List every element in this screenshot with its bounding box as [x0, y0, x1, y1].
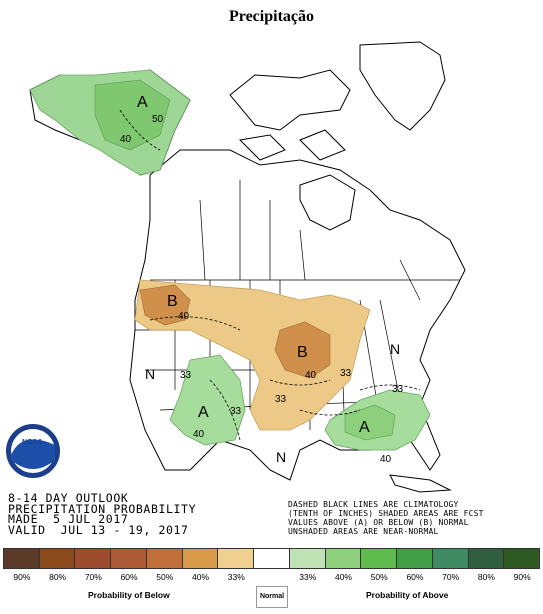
noaa-logo: NOAA: [6, 424, 60, 478]
legend-pct: 90%: [13, 572, 31, 582]
southeast-a-label: A: [359, 419, 370, 436]
midwest-b-label: B: [297, 344, 308, 361]
alaska-50-label: 50: [152, 114, 164, 125]
legend-pct: 33%: [227, 572, 245, 582]
legend-swatch: [38, 548, 76, 569]
outlook-line2: PRECIPITATION PROBABILITY: [8, 501, 197, 516]
legend-pct: 90%: [513, 572, 531, 582]
legend-swatch: [288, 548, 326, 569]
legend-pct: 33%: [299, 572, 317, 582]
legend-swatch: [3, 548, 40, 569]
normal-n3-label: N: [390, 341, 400, 357]
legend-pct: [254, 572, 290, 582]
arctic-islands-outline: [229, 69, 351, 131]
alaska-40-area: [94, 79, 171, 151]
southeast-40-label: 40: [380, 454, 392, 465]
map-title: Precipitação: [228, 8, 314, 25]
southeast-33-label: 33: [392, 384, 404, 395]
southwest-33b-label: 33: [230, 406, 242, 417]
outlook-line3: MADE 5 JUL 2017: [8, 512, 129, 526]
legend-swatch: [181, 548, 219, 569]
normal-n2-label: N: [276, 449, 286, 465]
hudson-bay-outline: [299, 174, 356, 231]
legend-swatch: [74, 548, 112, 569]
noaa-logo-text: NOAA: [22, 439, 43, 446]
southwest-a-label: A: [198, 404, 209, 421]
note-line3: VALUES ABOVE (A) OR BELOW (B) NORMAL: [288, 518, 469, 527]
texas-33-label: 33: [275, 394, 287, 405]
outlook-line4: VALID JUL 13 - 19, 2017: [8, 522, 189, 537]
outlook-line1: 8-14 DAY OUTLOOK: [8, 491, 129, 505]
alaska-a-label: A: [137, 94, 148, 111]
legend-swatch: [110, 548, 147, 569]
climatology-note: DASHED BLACK LINES ARE CLIMATOLOGY (TENT…: [288, 500, 538, 536]
legend-pct: 60%: [120, 572, 138, 582]
legend-swatch: [467, 548, 505, 569]
legend-swatch: [217, 548, 255, 569]
legend-pct: 60%: [406, 572, 424, 582]
legend-pct: 80%: [477, 572, 495, 582]
below-label: Probability of Below: [88, 590, 170, 600]
legend-pct: 50%: [370, 572, 388, 582]
legend-groups: Probability of Below Normal Probability …: [4, 586, 540, 608]
outlook-info: 8-14 DAY OUTLOOK PRECIPITATION PROBABILI…: [8, 493, 196, 535]
legend-pct: 40%: [334, 572, 352, 582]
southwest-above-area: [169, 354, 246, 446]
southwest-33a-label: 33: [180, 370, 192, 381]
legend-pct: 50%: [156, 572, 174, 582]
midwest-33-label: 33: [340, 368, 352, 379]
legend-swatch: [431, 548, 469, 569]
midwest-40-label: 40: [305, 370, 317, 381]
note-line4: UNSHADED AREAS ARE NEAR-NORMAL: [288, 527, 439, 536]
midwest-b-area: [274, 321, 331, 379]
normal-label: Normal: [256, 586, 288, 608]
note-line1: DASHED BLACK LINES ARE CLIMATOLOGY: [288, 500, 459, 509]
legend-swatch: [503, 548, 541, 569]
alaska-40-label: 40: [120, 134, 132, 145]
above-label: Probability of Above: [366, 590, 449, 600]
normal-n1-label: N: [145, 366, 155, 382]
southwest-40-label: 40: [193, 429, 205, 440]
note-line2: (TENTH OF INCHES) SHADED AREAS ARE FCST: [288, 509, 484, 518]
legend-pct: 70%: [442, 572, 460, 582]
northwest-b-label: B: [167, 293, 178, 310]
legend-swatch: [253, 548, 290, 569]
precipitation-map: A 40 50 B 40 B 40 33 A 40 33 33 A 40 33 …: [6, 41, 466, 493]
legend-swatch: [396, 548, 433, 569]
legend-pct: 70%: [84, 572, 102, 582]
legend-swatches: [3, 548, 541, 569]
legend-percentages: 90% 80% 70% 60% 50% 40% 33% 33% 40% 50% 60% 70% 80% 9…: [4, 572, 540, 582]
legend-pct: 40%: [192, 572, 210, 582]
probability-legend: 90% 80% 70% 60% 50% 40% 33% 33% 40% 50% 60% 70% 80% 9…: [3, 548, 541, 608]
northwest-40-label: 40: [178, 311, 190, 322]
northwest-b-area: [139, 284, 191, 326]
legend-swatch: [145, 548, 183, 569]
north-below-area: [134, 279, 371, 431]
legend-pct: 80%: [49, 572, 67, 582]
greenland-outline: [359, 41, 446, 131]
southeast-a-area: [344, 404, 396, 441]
legend-swatch: [360, 548, 398, 569]
legend-swatch: [324, 548, 362, 569]
